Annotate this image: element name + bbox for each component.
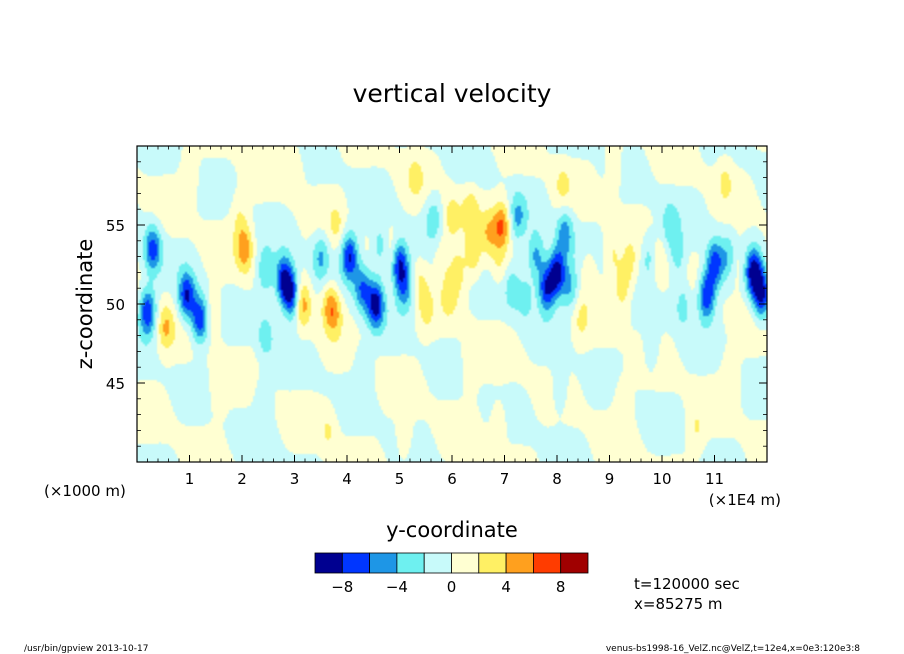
colorbar-tick-label: 0 <box>447 578 457 596</box>
colorbar-tick-label: 8 <box>556 578 566 596</box>
footer-right: venus-bs1998-16_VelZ.nc@VelZ,t=12e4,x=0e… <box>606 644 860 654</box>
x-axis-label: y-coordinate <box>386 518 518 542</box>
x-axis-ticks: 1 2 3 4 5 6 7 8 9 10 11 <box>147 146 757 488</box>
x-tick-label: 4 <box>342 470 352 488</box>
x-tick-label: 10 <box>652 470 671 488</box>
colorbar-swatch <box>533 552 562 574</box>
colorbar-swatch <box>396 552 425 574</box>
x-tick-label: 7 <box>500 470 510 488</box>
colorbar-swatch <box>451 552 480 574</box>
y-axis-label: z-coordinate <box>73 239 97 370</box>
x-tick-label: 9 <box>605 470 615 488</box>
x-position-info: x=85275 m <box>634 595 723 613</box>
heatmap-field <box>137 146 767 462</box>
x-tick-label: 1 <box>185 470 195 488</box>
colorbar-swatch <box>369 552 398 574</box>
time-info: t=120000 sec <box>634 575 740 593</box>
footer-left: /usr/bin/gpview 2013-10-17 <box>24 644 148 654</box>
colorbar-tick-label: −4 <box>386 578 408 596</box>
colorbar-swatch <box>478 552 507 574</box>
x-tick-label: 6 <box>447 470 457 488</box>
colorbar-swatch <box>423 552 452 574</box>
y-tick-label: 55 <box>106 217 125 235</box>
x-tick-label: 11 <box>705 470 724 488</box>
colorbar-tick-label: −8 <box>331 578 353 596</box>
x-axis-scale-note: (×1E4 m) <box>709 491 781 509</box>
x-tick-label: 2 <box>237 470 247 488</box>
x-tick-label: 5 <box>395 470 405 488</box>
y-tick-label: 45 <box>106 375 125 393</box>
x-tick-label: 3 <box>290 470 300 488</box>
y-axis-scale-note: (×1000 m) <box>44 482 126 500</box>
x-tick-label: 8 <box>552 470 562 488</box>
heatmap-image <box>137 146 767 462</box>
chart-title: vertical velocity <box>353 79 552 108</box>
y-tick-label: 50 <box>106 296 125 314</box>
colorbar-swatch <box>560 552 589 574</box>
colorbar-swatch <box>314 552 343 574</box>
colorbar-swatch <box>341 552 370 574</box>
colorbar-tick-label: 4 <box>501 578 511 596</box>
colorbar: −8 −4 0 4 8 <box>314 552 589 596</box>
colorbar-swatch <box>505 552 534 574</box>
y-axis-ticks: 45 50 55 <box>106 161 767 447</box>
